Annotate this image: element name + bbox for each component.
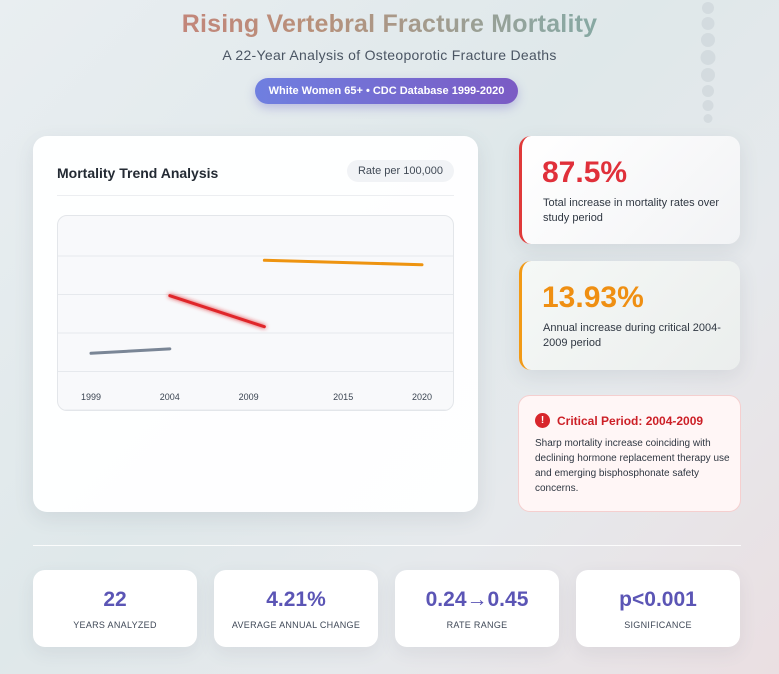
section-divider [33, 545, 741, 546]
chart-gridlines [58, 255, 453, 410]
metric-average-annual-change: 4.21% AVERAGE ANNUAL CHANGE [214, 570, 378, 647]
page-title: Rising Vertebral Fracture Mortality [0, 10, 779, 39]
alert-body: Sharp mortality increase coinciding with… [535, 438, 730, 494]
metric-label: SIGNIFICANCE [624, 620, 692, 630]
chart-header: Mortality Trend Analysis Rate per 100,00… [57, 160, 454, 196]
metric-rate-range: 0.24→0.45 RATE RANGE [395, 570, 559, 647]
line-chart: 1999 2004 2009 2015 2020 [57, 215, 454, 411]
series-line-2010-2020 [262, 258, 424, 267]
alert-icon: ! [535, 413, 550, 428]
critical-period-alert: ! Critical Period: 2004-2009 Sharp morta… [518, 395, 741, 512]
metric-significance: p<0.001 SIGNIFICANCE [576, 570, 740, 647]
x-tick-label: 2020 [411, 392, 433, 402]
stat-card-annual-increase: 13.93% Annual increase during critical 2… [519, 261, 740, 370]
x-tick-label: 2015 [333, 392, 354, 402]
total-increase-value: 87.5% [542, 156, 628, 189]
metric-value: p<0.001 [619, 588, 697, 611]
metric-label: AVERAGE ANNUAL CHANGE [231, 620, 361, 630]
metric-value: 0.24→0.45 [425, 588, 529, 611]
metric-label: YEARS ANALYZED [73, 620, 157, 630]
x-tick-label: 2004 [159, 392, 180, 402]
x-tick-label: 1999 [80, 392, 102, 402]
series-line-2004-2009 [168, 294, 266, 329]
metric-value: 4.21% [266, 588, 326, 611]
chart-title: Mortality Trend Analysis [57, 165, 219, 181]
spine-decoration [698, 0, 718, 130]
stat-card-total-increase: 87.5% Total increase in mortality rates … [519, 136, 740, 244]
metric-value: 22 [103, 588, 127, 611]
population-badge: White Women 65+ • CDC Database 1999-2020 [255, 78, 518, 104]
annual-increase-description: Annual increase during critical 2004-200… [543, 322, 721, 349]
page-subtitle: A 22-Year Analysis of Osteoporotic Fract… [222, 47, 557, 63]
rate-unit-tag: Rate per 100,000 [346, 160, 454, 182]
metric-label: RATE RANGE [446, 620, 508, 630]
alert-title: Critical Period: 2004-2009 [557, 414, 704, 428]
chart-series [89, 258, 424, 355]
x-tick-label: 2009 [238, 392, 259, 402]
series-line-1999-2004 [89, 347, 172, 355]
chart-card: Mortality Trend Analysis Rate per 100,00… [33, 136, 478, 512]
total-increase-description: Total increase in mortality rates over s… [543, 197, 720, 224]
metric-years-analyzed: 22 YEARS ANALYZED [33, 570, 197, 647]
annual-increase-value: 13.93% [542, 281, 644, 314]
